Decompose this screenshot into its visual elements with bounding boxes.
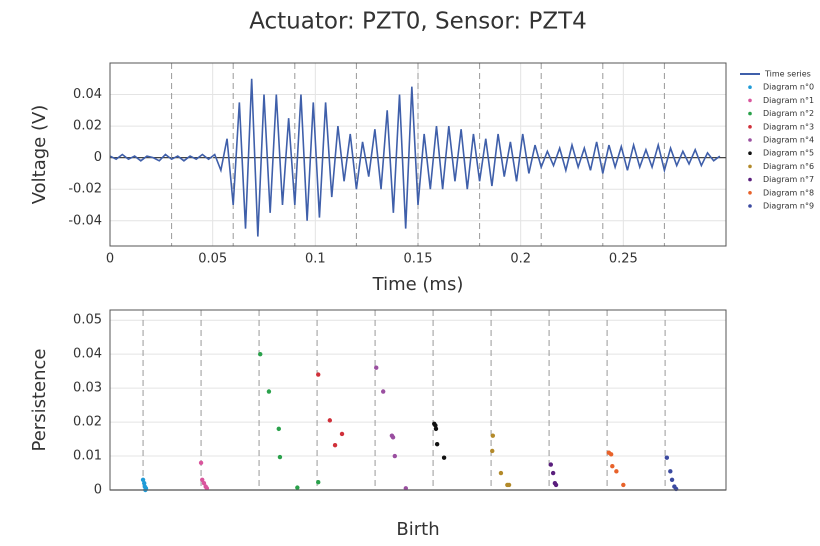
legend-label: Diagram n°6 — [763, 162, 814, 171]
y-tick-label: 0.04 — [73, 87, 102, 102]
x-tick-label: 0.2 — [510, 252, 531, 267]
point — [553, 482, 559, 488]
x-axis-label: Time (ms) — [372, 274, 464, 295]
legend-swatch — [748, 98, 752, 103]
point — [490, 448, 495, 454]
legend-label: Diagram n°9 — [763, 202, 814, 211]
legend-box — [734, 66, 816, 214]
legend-swatch — [748, 125, 752, 129]
y-tick-label: 0.05 — [73, 313, 102, 328]
point — [380, 389, 386, 394]
point — [614, 469, 619, 474]
legend-label: Diagram n°3 — [763, 122, 814, 131]
point — [276, 426, 281, 432]
point — [142, 481, 147, 486]
point — [392, 453, 397, 459]
x-tick-label: 0 — [106, 252, 114, 267]
point — [390, 435, 396, 440]
plot-frame — [109, 62, 727, 247]
point — [490, 433, 496, 438]
legend-label: Diagram n°5 — [763, 149, 814, 158]
x-tick-label: 0.05 — [198, 252, 227, 267]
y-tick-label: -0.04 — [68, 213, 102, 228]
x-tick-label: 0.1 — [305, 252, 326, 267]
point — [621, 482, 626, 488]
legend-swatch — [748, 191, 752, 195]
y-tick-label: 0 — [94, 483, 102, 498]
y-tick-label: 0 — [94, 150, 102, 165]
legend-label: Time series — [764, 70, 811, 79]
point — [668, 469, 673, 474]
point — [339, 431, 345, 437]
point — [204, 486, 210, 491]
point — [277, 454, 283, 460]
point — [441, 455, 447, 460]
legend-swatch — [748, 177, 752, 182]
y-axis-label: Voltage (V) — [29, 105, 50, 205]
point — [201, 481, 207, 486]
point — [374, 365, 379, 370]
legend-swatch — [748, 164, 752, 169]
y-tick-label: 0.03 — [73, 381, 102, 396]
y-tick-label: -0.02 — [68, 182, 102, 197]
point — [295, 485, 300, 490]
series-line — [109, 78, 721, 237]
legend-swatch — [748, 204, 752, 208]
y-axis-label: Persistence — [29, 349, 50, 452]
legend-label: Diagram n°1 — [763, 96, 814, 105]
chart-title: Actuator: PZT0, Sensor: PZT4 — [249, 9, 587, 35]
x-tick-label: 0.25 — [609, 252, 638, 267]
point — [673, 486, 679, 492]
point — [327, 418, 333, 423]
point — [140, 477, 146, 483]
point — [434, 441, 440, 447]
point — [258, 351, 263, 357]
point — [610, 464, 615, 469]
legend-label: Diagram n°4 — [763, 136, 814, 145]
plot-frame — [109, 309, 727, 491]
y-tick-label: 0.02 — [73, 415, 102, 430]
point — [608, 452, 614, 457]
y-tick-label: 0.01 — [73, 449, 102, 464]
legend-label: Diagram n°8 — [763, 188, 814, 197]
point — [506, 482, 512, 488]
legend-swatch — [748, 151, 752, 155]
legend-swatch — [748, 138, 752, 142]
point — [548, 462, 554, 467]
point — [332, 442, 338, 448]
legend-label: Diagram n°7 — [763, 175, 814, 184]
y-tick-label: 0.02 — [73, 119, 102, 134]
legend-label: Diagram n°0 — [763, 83, 814, 92]
x-axis-label: Birth — [396, 519, 439, 540]
point — [433, 423, 438, 428]
point — [498, 470, 504, 476]
y-tick-label: 0.04 — [73, 347, 102, 362]
legend-swatch — [748, 111, 752, 116]
point — [433, 426, 439, 432]
point — [266, 389, 272, 394]
plot-area — [110, 310, 726, 490]
point — [403, 486, 409, 491]
point — [198, 460, 204, 466]
point — [669, 477, 675, 483]
legend-swatch — [748, 85, 752, 89]
point — [200, 477, 205, 483]
point — [664, 455, 670, 460]
x-tick-label: 0.15 — [404, 252, 433, 267]
point — [316, 479, 321, 485]
legend-label: Diagram n°2 — [763, 109, 814, 118]
point — [550, 470, 556, 476]
point — [316, 372, 321, 377]
